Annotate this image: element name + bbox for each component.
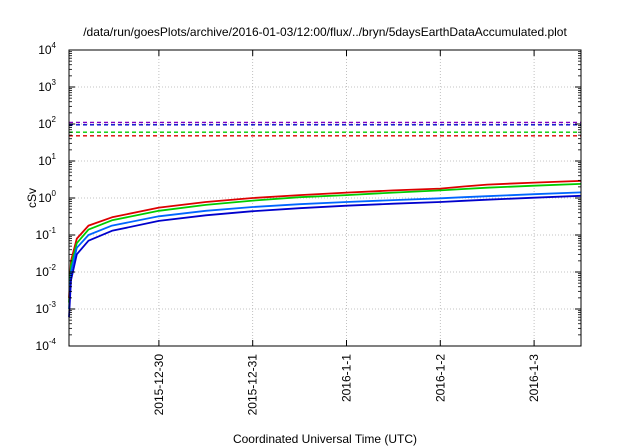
grid-lines (69, 50, 581, 346)
x-tick-label: 2015-12-30 (152, 354, 166, 416)
x-axis: 2015-12-30 2015-12-31 2016-1-1 2016-1-2 2016… (152, 50, 541, 415)
y-tick-label: 101 (38, 152, 56, 168)
threshold-lines (69, 121, 581, 137)
series-line (68, 191, 582, 310)
y-tick-label: 10-1 (36, 226, 57, 242)
series-lines (68, 180, 582, 318)
series-line (68, 183, 582, 303)
y-tick-label: 10-4 (36, 337, 57, 353)
x-tick-label: 2016-1-3 (527, 354, 541, 402)
y-tick-label: 103 (38, 78, 56, 94)
y-tick-label: 102 (38, 115, 56, 131)
series-line (68, 180, 582, 298)
y-tick-label: 100 (38, 189, 56, 205)
y-axis-label: cSv (25, 188, 39, 208)
y-tick-label: 10-3 (36, 300, 57, 316)
series-line (68, 194, 582, 318)
chart-title: /data/run/goesPlots/archive/2016-01-03/1… (83, 25, 567, 39)
y-tick-label: 104 (38, 41, 56, 57)
x-tick-label: 2016-1-2 (433, 354, 447, 402)
x-axis-label: Coordinated Universal Time (UTC) (233, 432, 417, 446)
x-tick-label: 2016-1-1 (339, 354, 353, 402)
x-tick-label: 2015-12-31 (246, 354, 260, 416)
y-axis: 10-4 10-3 10-2 10-1 100 101 102 103 104 (36, 41, 581, 353)
y-tick-label: 10-2 (36, 263, 57, 279)
